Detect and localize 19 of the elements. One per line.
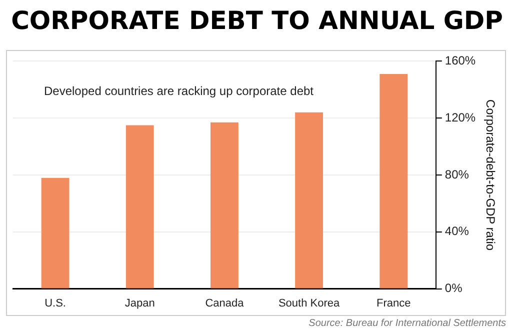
y-tick-label: 0% bbox=[444, 281, 463, 296]
x-tick-label: Canada bbox=[205, 297, 245, 310]
chart-title: CORPORATE DEBT TO ANNUAL GDP bbox=[10, 6, 504, 35]
y-tick-label: 160% bbox=[444, 54, 476, 68]
x-tick-label: U.S. bbox=[44, 297, 66, 310]
bar bbox=[126, 125, 154, 288]
bar bbox=[295, 112, 323, 288]
y-tick-label: 40% bbox=[444, 224, 470, 238]
y-tick-label: 80% bbox=[444, 167, 470, 182]
bar bbox=[380, 74, 408, 288]
source-note: Source: Bureau for International Settlements bbox=[308, 318, 506, 329]
y-tick-label: 120% bbox=[444, 110, 476, 124]
x-tick-label: France bbox=[376, 297, 411, 310]
annotation: Developed countries are racking up corporate debt bbox=[44, 84, 314, 98]
y-axis-title: Corporate-debt-to-GDP ratio bbox=[483, 99, 498, 251]
bar bbox=[41, 178, 70, 288]
bar bbox=[210, 122, 238, 288]
x-tick-label: Japan bbox=[124, 297, 155, 310]
x-tick-label: South Korea bbox=[278, 297, 340, 310]
